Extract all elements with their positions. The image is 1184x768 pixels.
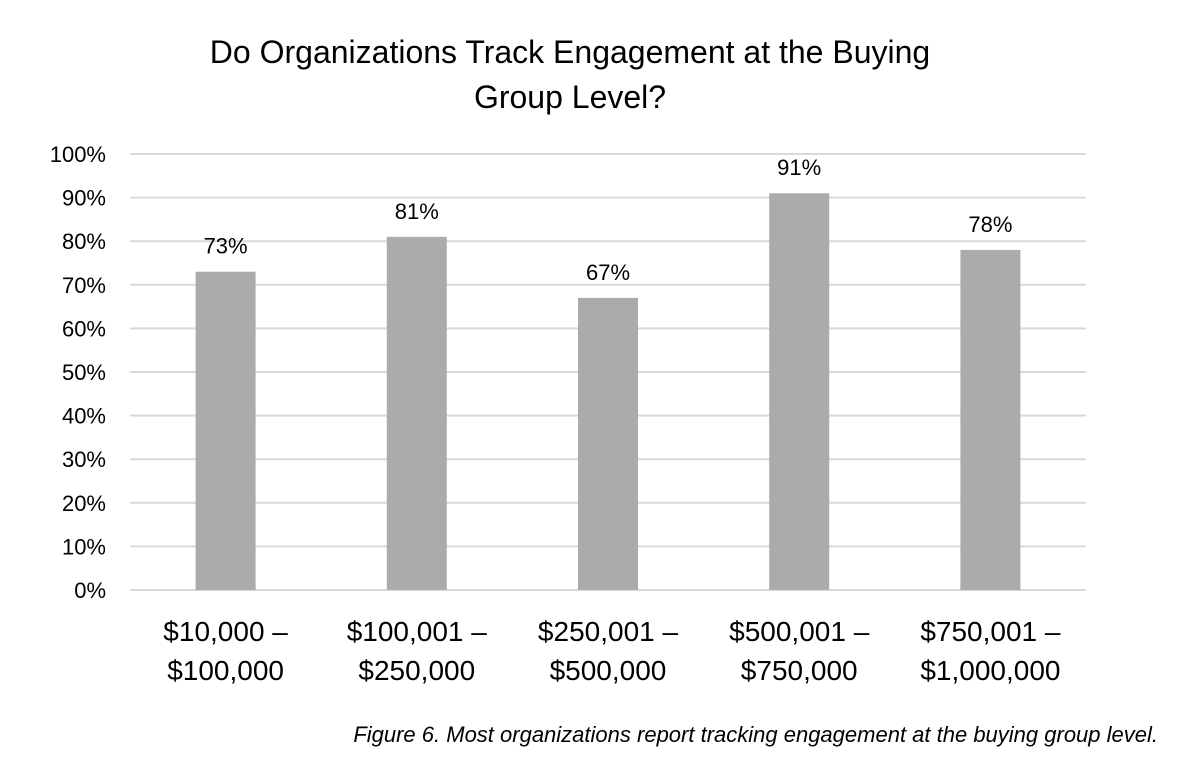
y-tick-label: 0% xyxy=(74,578,106,603)
bar xyxy=(386,236,447,590)
chart-title-line-1: Do Organizations Track Engagement at the… xyxy=(209,34,931,70)
x-tick-label: $750,000 xyxy=(741,655,858,686)
data-label: 78% xyxy=(968,212,1012,237)
x-tick-label: $250,000 xyxy=(358,655,475,686)
bar xyxy=(769,193,830,591)
y-tick-label: 100% xyxy=(50,142,106,167)
data-labels: 73% 81% 67% 91% 78% xyxy=(204,155,1013,285)
y-tick-label: 30% xyxy=(62,447,106,472)
y-tick-label: 80% xyxy=(62,229,106,254)
x-tick-label: $1,000,000 xyxy=(920,655,1060,686)
y-tick-label: 10% xyxy=(62,534,106,559)
x-tick-label: $500,001 – xyxy=(729,616,870,647)
data-label: 91% xyxy=(777,155,821,180)
x-tick-label: $100,001 – xyxy=(347,616,488,647)
y-tick-label: 40% xyxy=(62,404,106,429)
bar xyxy=(960,249,1021,591)
x-tick-label: $250,001 – xyxy=(538,616,679,647)
x-tick-label: $500,000 xyxy=(550,655,667,686)
y-tick-label: 20% xyxy=(62,491,106,516)
bar xyxy=(195,271,256,590)
data-label: 67% xyxy=(586,260,630,285)
y-tick-label: 70% xyxy=(62,273,106,298)
bars xyxy=(195,193,1021,591)
x-axis-tick-labels: $10,000 – $100,000 $100,001 – $250,000 $250,… xyxy=(163,616,1061,686)
x-tick-label: $10,000 – xyxy=(163,616,288,647)
bar xyxy=(578,297,638,590)
data-label: 81% xyxy=(395,199,439,224)
figure-caption: Figure 6. Most organizations report trac… xyxy=(353,722,1158,747)
chart-title-line-2: Group Level? xyxy=(473,79,667,115)
data-label: 73% xyxy=(204,234,248,259)
x-tick-label: $750,001 – xyxy=(920,616,1061,647)
x-tick-label: $100,000 xyxy=(167,655,284,686)
y-tick-label: 50% xyxy=(62,360,106,385)
y-tick-label: 60% xyxy=(62,316,106,341)
y-axis-tick-labels: 0% 10% 20% 30% 40% 50% 60% 70% 80% 90% 100% xyxy=(50,142,106,603)
chart-title: Do Organizations Track Engagement at the… xyxy=(0,30,1140,120)
y-tick-label: 90% xyxy=(62,186,106,211)
